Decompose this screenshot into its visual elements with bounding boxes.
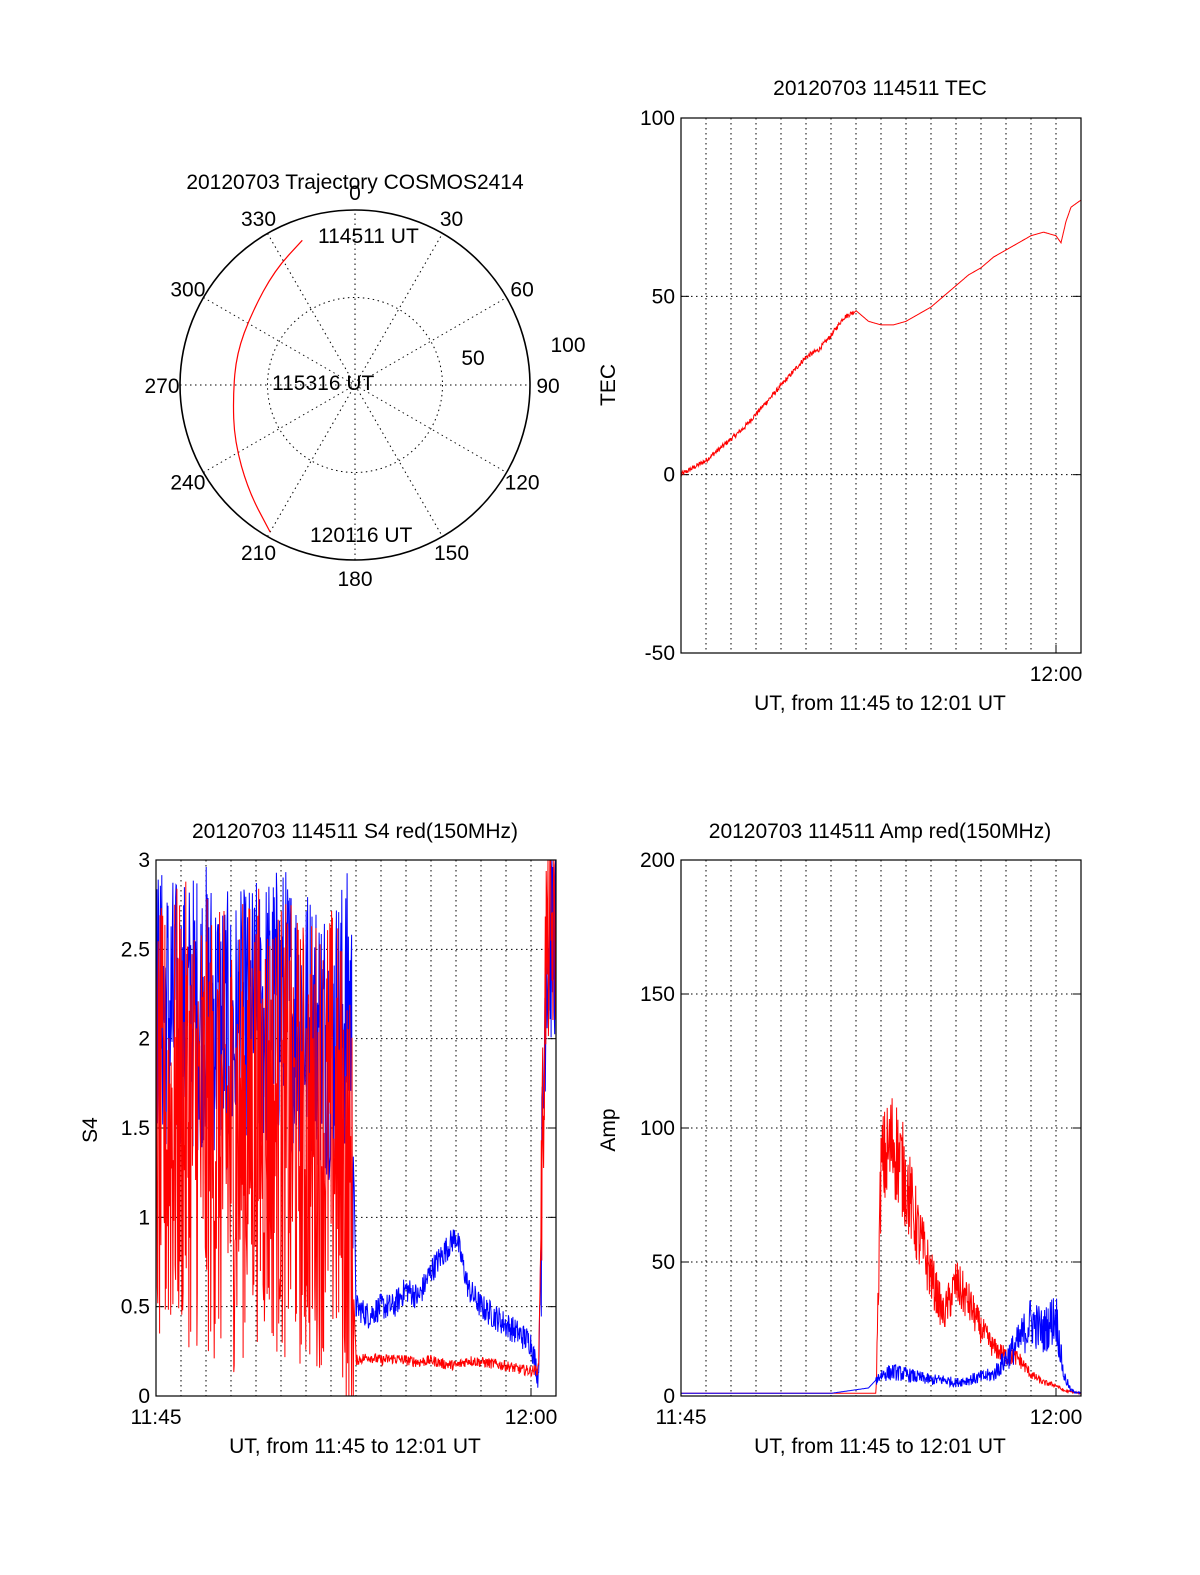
s4-panel: 20120703 114511 S4 red(150MHz) 0 0.5 1 1.5 2… [79,820,557,1458]
y-tick-label: 1 [138,1206,150,1229]
polar-angle-label: 150 [434,542,469,565]
plot-frame [680,117,1082,654]
polar-angle-label: 0 [349,182,361,205]
s4-ylabel: S4 [79,1117,102,1143]
s4-title: 20120703 114511 S4 red(150MHz) [192,820,518,843]
y-tick-label: 3 [138,849,150,872]
x-tick-label: 12:00 [1030,1406,1083,1429]
y-tick-label: 2 [138,1028,150,1051]
y-tick-label: 1.5 [121,1117,150,1140]
polar-radius-label: 50 [461,347,484,370]
trajectory-line [232,239,303,533]
x-tick-label: 11:45 [656,1406,707,1429]
polar-angle-label: 210 [241,542,276,565]
y-tick-label: 50 [652,285,675,308]
trajectory-mid-label: 115316 UT [272,372,375,395]
y-tick-label: -50 [645,642,675,665]
y-tick-label: 100 [640,107,675,130]
y-tick-label: 0 [663,1385,675,1408]
tec-ylabel: TEC [597,364,620,406]
polar-angle-label: 120 [505,472,540,495]
series-line [155,859,557,1388]
plot-frame [680,859,1082,1397]
trajectory-end-label: 120116 UT [310,524,413,547]
x-tick-label: 11:45 [131,1406,182,1429]
amp-title: 20120703 114511 Amp red(150MHz) [709,820,1051,843]
polar-grid: 0 30 60 90 120 150 180 210 240 270 300 330 50 100 [144,182,585,591]
polar-angle-label: 330 [241,208,276,231]
series-line [155,859,557,1397]
amp-panel: 20120703 114511 Amp red(150MHz) 0 50 100 15… [597,820,1082,1458]
y-tick-label: 0.5 [121,1296,150,1319]
y-tick-label: 2.5 [121,938,150,961]
y-tick-label: 100 [640,1117,675,1140]
polar-trajectory: 114511 UT 115316 UT 120116 UT [232,225,419,547]
tec-xlabel: UT, from 11:45 to 12:01 UT [754,692,1006,715]
y-tick-label: 200 [640,849,675,872]
x-tick-label: 12:00 [1030,663,1083,686]
tec-plot-area: -50 0 50 100 12:00 [640,107,1082,686]
y-tick-label: 0 [138,1385,150,1408]
y-tick-label: 50 [652,1251,675,1274]
polar-angle-label: 180 [337,568,372,591]
s4-xlabel: UT, from 11:45 to 12:01 UT [229,1435,481,1458]
amp-plot-area: 0 50 100 150 200 11:45 12:00 [640,849,1082,1429]
tec-panel: 20120703 114511 TEC -50 0 50 100 12:00 UT, f… [597,77,1082,715]
polar-inner-circle [267,297,443,473]
amp-ylabel: Amp [597,1108,620,1151]
y-tick-label: 150 [640,983,675,1006]
polar-angle-label: 30 [440,208,463,231]
amp-xlabel: UT, from 11:45 to 12:01 UT [754,1435,1006,1458]
polar-spoke [267,233,443,537]
polar-angle-label: 60 [510,279,533,302]
tec-title: 20120703 114511 TEC [773,77,987,100]
plot-frame [155,859,557,1397]
x-tick-label: 12:00 [505,1406,558,1429]
polar-angle-label: 300 [170,279,205,302]
polar-angle-label: 270 [144,375,179,398]
polar-angle-label: 240 [170,472,205,495]
trajectory-start-label: 114511 UT [318,225,419,248]
polar-title: 20120703 Trajectory COSMOS2414 [186,171,524,194]
polar-angle-label: 90 [536,375,559,398]
series-line [681,1298,1082,1396]
polar-trajectory-panel: 20120703 Trajectory COSMOS2414 0 30 60 90 12… [144,171,585,591]
polar-radius-label: 100 [550,334,585,357]
y-tick-label: 0 [663,464,675,487]
series-line [680,199,1082,478]
s4-plot-area: 0 0.5 1 1.5 2 2.5 3 11:45 12:00 [121,849,557,1429]
